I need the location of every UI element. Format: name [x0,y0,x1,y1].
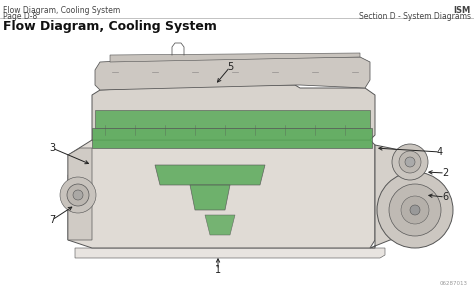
Circle shape [60,177,96,213]
Polygon shape [68,140,375,248]
Polygon shape [110,53,360,62]
Text: Flow Diagram, Cooling System: Flow Diagram, Cooling System [3,20,217,33]
Polygon shape [370,145,420,248]
Polygon shape [155,165,265,185]
Polygon shape [95,57,370,90]
Circle shape [73,190,83,200]
Text: Page D-8: Page D-8 [3,12,37,21]
Text: 6: 6 [442,192,448,202]
Circle shape [377,172,453,248]
Text: 5: 5 [227,62,233,72]
Text: 7: 7 [49,215,55,225]
Text: 1: 1 [215,265,221,275]
Text: ISM: ISM [454,6,471,15]
Polygon shape [68,148,92,240]
Polygon shape [92,85,375,140]
Polygon shape [190,185,230,210]
Polygon shape [205,215,235,235]
Text: 2: 2 [442,168,448,178]
Polygon shape [75,248,385,258]
Circle shape [399,151,421,173]
Circle shape [410,205,420,215]
Circle shape [392,144,428,180]
Circle shape [67,184,89,206]
Text: Flow Diagram, Cooling System: Flow Diagram, Cooling System [3,6,120,15]
Text: 4: 4 [437,147,443,157]
Polygon shape [68,155,92,240]
Polygon shape [95,110,370,128]
Polygon shape [92,128,372,148]
Circle shape [401,196,429,224]
Circle shape [389,184,441,236]
Text: 3: 3 [49,143,55,153]
Text: 06287013: 06287013 [440,281,468,286]
Text: Section D - System Diagrams: Section D - System Diagrams [359,12,471,21]
Circle shape [405,157,415,167]
